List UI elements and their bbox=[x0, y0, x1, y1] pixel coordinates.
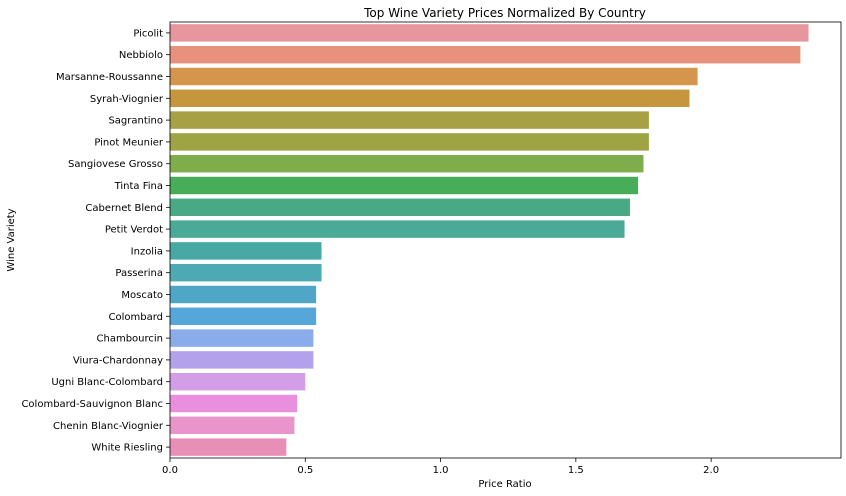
y-tick-label: Inzolia bbox=[131, 246, 163, 257]
bar-passerina bbox=[170, 263, 322, 282]
bar-marsanne-roussanne bbox=[170, 67, 698, 86]
bar-viura-chardonnay bbox=[170, 351, 314, 369]
y-tick-label: Sagrantino bbox=[108, 116, 163, 127]
x-tick-label: 0.0 bbox=[162, 465, 178, 476]
bar-nebbiolo bbox=[170, 45, 801, 64]
y-tick-label: Petit Verdot bbox=[105, 225, 163, 236]
y-tick-label: Cabernet Blend bbox=[85, 203, 163, 214]
y-tick-label: Chenin Blanc-Viognier bbox=[53, 421, 164, 432]
y-tick-label: Picolit bbox=[133, 28, 163, 39]
y-tick-label: Passerina bbox=[115, 268, 163, 279]
y-tick-label: Viura-Chardonnay bbox=[73, 355, 163, 366]
bars-group bbox=[170, 24, 809, 456]
bar-inzolia bbox=[170, 242, 322, 260]
bar-colombard-sauvignon-blanc bbox=[170, 394, 298, 413]
y-tick-label: Tinta Fina bbox=[114, 181, 163, 192]
bar-tinta-fina bbox=[170, 176, 639, 195]
bar-petit-verdot bbox=[170, 220, 625, 238]
y-tick-label: Syrah-Viognier bbox=[90, 94, 164, 105]
bar-white-riesling bbox=[170, 438, 287, 456]
x-tick-label: 0.5 bbox=[297, 465, 313, 476]
y-tick-label: Nebbiolo bbox=[119, 50, 163, 61]
x-tick-label: 1.5 bbox=[568, 465, 584, 476]
x-tick-label: 2.0 bbox=[703, 465, 719, 476]
x-axis-label: Price Ratio bbox=[478, 479, 531, 490]
bar-picolit bbox=[170, 24, 809, 42]
bar-moscato bbox=[170, 285, 317, 304]
plot-frame bbox=[169, 21, 842, 459]
y-tick-label: Colombard bbox=[109, 312, 164, 323]
y-tick-labels: Picolit Nebbiolo Marsanne-Roussanne Syrah-V… bbox=[21, 28, 170, 454]
bar-sagrantino bbox=[170, 111, 649, 129]
y-tick-label: White Riesling bbox=[91, 443, 163, 454]
bar-colombard bbox=[170, 307, 317, 326]
bar-chenin-blanc-viognier bbox=[170, 416, 295, 435]
y-tick-label: Colombard-Sauvignon Blanc bbox=[21, 399, 163, 410]
y-tick-label: Pinot Meunier bbox=[94, 137, 164, 148]
bar-pinot-meunier bbox=[170, 133, 649, 151]
bar-chambourcin bbox=[170, 329, 314, 347]
y-tick-label: Ugni Blanc-Colombard bbox=[51, 377, 163, 388]
bar-ugni-blanc-colombard bbox=[170, 372, 306, 391]
x-ticks: 0.0 0.5 1.0 1.5 2.0 bbox=[162, 458, 719, 476]
y-axis-label: Wine Variety bbox=[6, 208, 17, 271]
y-tick-label: Moscato bbox=[121, 290, 163, 301]
bar-sangiovese-grosso bbox=[170, 154, 644, 173]
bar-cabernet-blend bbox=[170, 198, 630, 217]
bar-syrah-viognier bbox=[170, 89, 690, 108]
x-tick-label: 1.0 bbox=[433, 465, 449, 476]
chart-title: Top Wine Variety Prices Normalized By Co… bbox=[363, 6, 646, 20]
y-tick-label: Chambourcin bbox=[97, 334, 164, 345]
y-tick-label: Sangiovese Grosso bbox=[68, 159, 163, 170]
y-tick-label: Marsanne-Roussanne bbox=[56, 72, 163, 83]
